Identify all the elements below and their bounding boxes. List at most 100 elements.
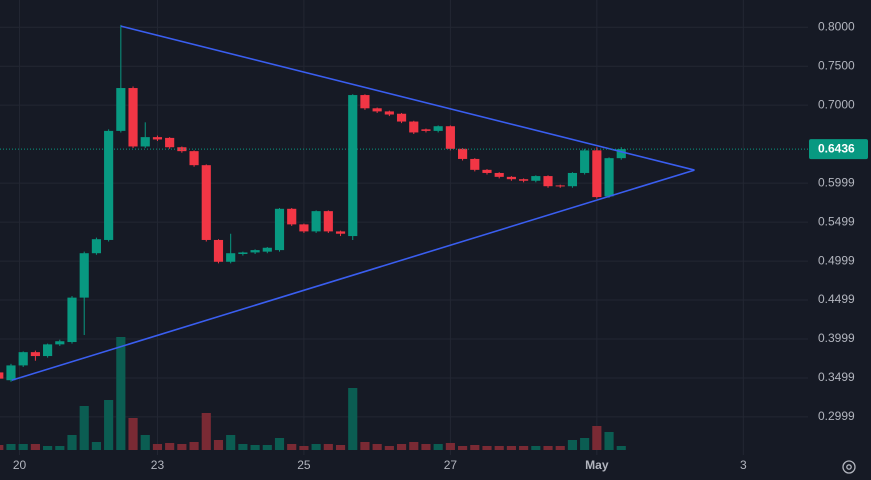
volume-bar (506, 446, 516, 450)
volume-bar (311, 444, 321, 450)
candle-body (30, 352, 40, 357)
candle-body (116, 88, 126, 131)
x-tick-label: May (585, 458, 609, 472)
x-tick-label: 23 (151, 458, 165, 472)
volume-bar (79, 406, 89, 450)
volume-bar (396, 444, 407, 450)
candle-body (580, 150, 590, 173)
candle-body (323, 211, 333, 232)
candle-body (274, 208, 285, 251)
volume-bar (531, 446, 541, 450)
y-tick-label: 0.5999 (818, 175, 855, 189)
volume-layer (0, 337, 626, 450)
volume-bar (213, 440, 224, 450)
candle-body (433, 126, 443, 131)
candle-body (189, 151, 199, 166)
volume-bar (128, 418, 138, 450)
y-tick-label: 0.5499 (818, 214, 855, 228)
x-tick-label: 3 (740, 458, 747, 472)
candle-body (335, 231, 346, 234)
candle-body (55, 341, 65, 345)
volume-bar (238, 444, 248, 450)
candle-body (250, 250, 260, 253)
candle-body (348, 95, 358, 237)
y-tick-label: 0.4499 (818, 292, 855, 306)
candle-body (79, 253, 89, 298)
candle-body (604, 158, 614, 197)
volume-bar (177, 444, 187, 450)
volume-bar (299, 446, 309, 450)
candle-body (213, 239, 224, 262)
volume-bar (555, 446, 565, 450)
volume-bar (335, 445, 346, 450)
last-price-label: 0.6436 (818, 141, 855, 155)
candle-body (165, 137, 175, 148)
volume-bar (274, 438, 285, 450)
y-tick-label: 0.3999 (818, 331, 855, 345)
volume-bar (433, 444, 443, 450)
volume-bar (226, 435, 236, 450)
candle-body (543, 176, 553, 187)
overlay-layer (0, 25, 808, 381)
settings-button[interactable] (842, 460, 856, 474)
trend-line (120, 25, 695, 171)
candle-body (592, 150, 602, 198)
candle-body (226, 253, 236, 262)
candle-body (567, 172, 578, 187)
candle-body (506, 176, 516, 180)
candle-body (67, 297, 77, 343)
y-tick-label: 0.7500 (818, 58, 855, 72)
volume-bar (494, 446, 504, 450)
candle-body (360, 95, 370, 109)
candle-body (458, 148, 468, 159)
candle-body (616, 149, 626, 159)
candle-body (238, 252, 248, 254)
volume-bar (384, 446, 394, 450)
volume-bar (372, 444, 382, 450)
volume-bar (445, 443, 455, 450)
volume-bar (519, 446, 529, 450)
candle-body (91, 239, 101, 254)
volume-bar (91, 442, 101, 450)
candle-body (140, 137, 150, 147)
volume-bar (348, 388, 358, 450)
volume-bar (189, 442, 199, 450)
candle-body (519, 179, 529, 181)
candle-body (104, 130, 114, 240)
candle-body (531, 176, 541, 181)
candle-body (177, 147, 187, 152)
volume-bar (567, 440, 578, 450)
y-tick-label: 0.7000 (818, 97, 855, 111)
volume-bar (580, 438, 590, 450)
candle-body (372, 108, 382, 112)
candle-body (445, 126, 455, 149)
axes-layer: 0.8000 0.7500 0.7000 0.5999 0.5499 0.4999 0.44… (13, 19, 868, 472)
candle-body (287, 208, 297, 225)
candle-layer (0, 24, 626, 382)
candle-body (201, 165, 211, 240)
volume-bar (360, 442, 370, 450)
volume-bar (543, 446, 553, 450)
volume-bar (421, 444, 431, 450)
volume-bar (30, 444, 40, 450)
y-tick-label: 0.2999 (818, 409, 855, 423)
candle-body (43, 344, 53, 357)
candle-body (482, 169, 492, 173)
candle-body (470, 158, 480, 170)
candle-body (262, 247, 272, 252)
candle-body (409, 121, 419, 133)
volume-bar (409, 442, 419, 450)
last-price-box (809, 139, 868, 160)
candle-body (311, 211, 321, 232)
volume-bar (116, 337, 126, 450)
volume-bar (323, 444, 333, 450)
volume-bar (0, 445, 4, 450)
x-tick-label: 25 (297, 458, 311, 472)
volume-bar (482, 446, 492, 450)
volume-bar (458, 446, 468, 450)
volume-bar (250, 445, 260, 450)
candle-body (384, 111, 394, 115)
